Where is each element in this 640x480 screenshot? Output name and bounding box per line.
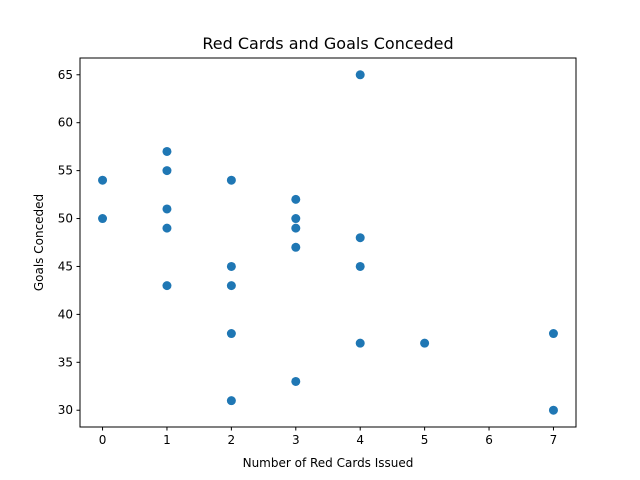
- scatter-point: [291, 376, 301, 386]
- scatter-point: [226, 175, 236, 185]
- y-tick-label: 35: [58, 355, 73, 369]
- x-tick-label: 4: [356, 433, 364, 447]
- y-axis-ticks: 30 35 40 45 50 55 60 65: [58, 68, 80, 417]
- scatter-point: [291, 223, 301, 233]
- chart-title: Red Cards and Goals Conceded: [202, 34, 453, 53]
- scatter-point: [355, 338, 365, 348]
- scatter-point: [162, 281, 172, 291]
- scatter-point: [98, 214, 108, 224]
- y-tick-label: 55: [58, 164, 73, 178]
- scatter-point: [548, 405, 558, 415]
- y-tick-label: 65: [58, 68, 73, 82]
- x-tick-label: 5: [421, 433, 429, 447]
- scatter-point: [226, 261, 236, 271]
- y-tick-label: 40: [58, 307, 73, 321]
- y-tick-label: 50: [58, 212, 73, 226]
- y-axis-label: Goals Conceded: [32, 194, 46, 291]
- scatter-point: [162, 166, 172, 176]
- x-axis-ticks: 0 1 2 3 4 5 6 7: [99, 427, 558, 447]
- x-axis-label: Number of Red Cards Issued: [243, 456, 414, 470]
- scatter-point: [291, 194, 301, 204]
- scatter-point: [355, 261, 365, 271]
- y-tick-label: 60: [58, 116, 73, 130]
- points-layer: [98, 70, 558, 415]
- scatter-point: [291, 242, 301, 252]
- scatter-point: [420, 338, 430, 348]
- x-tick-label: 7: [550, 433, 558, 447]
- scatter-point: [98, 175, 108, 185]
- scatter-point: [548, 329, 558, 339]
- scatter-point: [162, 146, 172, 156]
- y-tick-label: 45: [58, 259, 73, 273]
- scatter-point: [355, 233, 365, 243]
- y-tick-label: 30: [58, 403, 73, 417]
- scatter-point: [291, 214, 301, 224]
- x-tick-label: 2: [228, 433, 236, 447]
- scatter-point: [355, 70, 365, 80]
- x-tick-label: 3: [292, 433, 300, 447]
- scatter-point: [226, 281, 236, 291]
- scatter-point: [162, 223, 172, 233]
- plot-frame: [79, 57, 577, 428]
- scatter-point: [226, 396, 236, 406]
- x-tick-label: 1: [163, 433, 171, 447]
- scatter-point: [226, 329, 236, 339]
- scatter-point: [162, 204, 172, 214]
- x-tick-label: 6: [485, 433, 493, 447]
- x-tick-label: 0: [99, 433, 107, 447]
